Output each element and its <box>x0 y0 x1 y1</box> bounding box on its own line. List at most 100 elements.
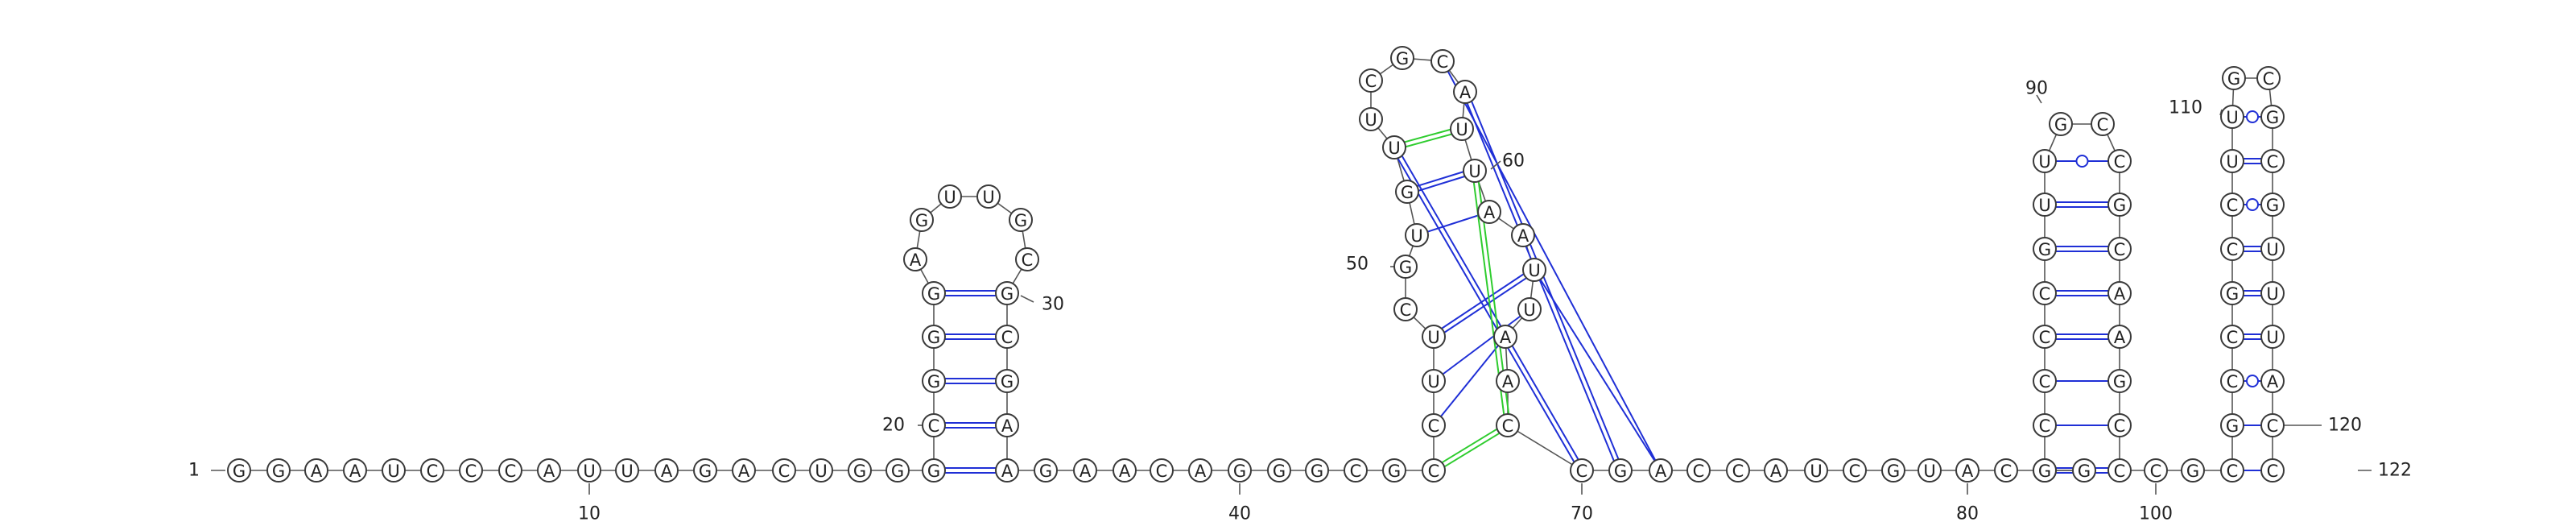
nucleotide-circle <box>1393 255 1418 279</box>
nucleotide: C <box>1344 458 1368 483</box>
nucleotide-circle <box>459 458 483 483</box>
nucleotide-circle <box>2260 413 2285 437</box>
number-tick <box>1020 295 1034 303</box>
nucleotide-circle <box>2144 458 2168 483</box>
nucleotide-circle <box>2033 369 2057 393</box>
nucleotide-letter: G <box>272 462 285 481</box>
nucleotide-letter: U <box>1388 139 1400 158</box>
nucleotide-letter: G <box>1001 372 1013 391</box>
nucleotide-circle <box>1517 297 1542 321</box>
nucleotide-circle <box>2220 149 2244 173</box>
nucleotide: U <box>809 458 833 483</box>
nucleotide-circle <box>1034 458 1058 483</box>
nucleotide-circle <box>1015 247 1039 271</box>
nucleotide: G <box>910 208 934 232</box>
nucleotide: A <box>1496 369 1520 393</box>
nucleotide-letter: G <box>2227 69 2240 89</box>
start-number-label: 1 <box>188 461 200 481</box>
nucleotide: G <box>922 369 946 393</box>
nucleotide: U <box>1422 369 1446 393</box>
nucleotide-letter: C <box>2227 372 2239 391</box>
nucleotide-circle <box>1382 458 1406 483</box>
nucleotide-circle <box>2222 66 2246 90</box>
base-pair-gc <box>1431 267 1534 336</box>
nucleotide: A <box>304 458 328 483</box>
nucleotide: G <box>2260 105 2285 129</box>
nucleotide-circle <box>615 458 639 483</box>
nucleotide-letter: G <box>1273 462 1286 481</box>
nucleotide-circle <box>1390 46 1414 70</box>
nucleotide-circle <box>922 413 946 437</box>
nucleotide-letter: A <box>1119 462 1131 481</box>
nucleotide-circle <box>343 458 367 483</box>
nucleotide-circle <box>1764 458 1788 483</box>
nucleotide: A <box>1477 200 1501 224</box>
nucleotide-circle <box>1395 180 1419 204</box>
nucleotide-letter: U <box>1523 300 1535 320</box>
base-pair-gc <box>1466 90 1624 470</box>
nucleotide-letter: U <box>1923 462 1935 481</box>
nucleotide-letter: G <box>1401 183 1414 202</box>
nucleotide: C <box>1430 49 1455 73</box>
nucleotide-letter: A <box>1655 462 1667 481</box>
nucleotide-letter: C <box>2039 372 2051 391</box>
nucleotide-circle <box>2260 281 2285 305</box>
nucleotide-letter: G <box>927 284 940 304</box>
nucleotide: C <box>2033 369 2057 393</box>
nucleotide-letter: G <box>2078 462 2091 481</box>
nucleotide: G <box>2222 66 2246 90</box>
nucleotide: C <box>459 458 483 483</box>
nucleotide: C <box>2033 325 2057 349</box>
nucleotide-letter: G <box>233 462 246 481</box>
number-label-90: 90 <box>2025 79 2048 99</box>
nucleotide: U <box>1359 107 1383 131</box>
base-pair-pseudoknot <box>1435 426 1510 474</box>
nucleotide-letter: C <box>1576 462 1588 481</box>
nucleotide-circle <box>2220 325 2244 349</box>
number-label-30: 30 <box>1042 295 1064 315</box>
nucleotide-letter: U <box>1427 328 1439 347</box>
nucleotide-circle <box>1496 413 1520 437</box>
nucleotide: C <box>2091 112 2115 136</box>
nucleotide-letter: C <box>1437 52 1449 72</box>
nucleotide-circle <box>1918 458 1942 483</box>
nucleotide: G <box>1395 180 1419 204</box>
nucleotide-letter: G <box>1311 462 1323 481</box>
nucleotide: C <box>2220 325 2244 349</box>
nucleotide: G <box>2033 237 2057 261</box>
nucleotide-circle <box>2220 281 2244 305</box>
nucleotide: C <box>1994 458 2018 483</box>
nucleotide: G <box>886 458 910 483</box>
nucleotide-letter: A <box>1502 372 1514 391</box>
nucleotide: G <box>2181 458 2205 483</box>
nucleotide-circle <box>227 458 251 483</box>
nucleotide: U <box>1463 159 1487 183</box>
nucleotide-circle <box>1073 458 1097 483</box>
nucleotide-circle <box>2220 237 2244 261</box>
nucleotide: A <box>343 458 367 483</box>
nucleotide: G <box>1608 458 1633 483</box>
nucleotide: C <box>2107 413 2132 437</box>
nucleotide-circle <box>1267 458 1291 483</box>
nucleotide-circle <box>772 458 796 483</box>
nucleotide: A <box>1493 325 1517 349</box>
number-label-50: 50 <box>1346 255 1368 275</box>
nucleotide: G <box>1382 458 1406 483</box>
nucleotide-circle <box>2049 112 2073 136</box>
nucleotide: A <box>1188 458 1212 483</box>
nucleotide-letter: G <box>2054 115 2067 135</box>
nucleotide-circle <box>2260 325 2285 349</box>
nucleotide-letter: U <box>621 462 633 481</box>
nucleotide-letter: C <box>2227 196 2239 215</box>
nucleotide-letter: G <box>891 462 904 481</box>
wobble-pair-marker <box>2246 198 2259 211</box>
nucleotide-circle <box>2107 369 2132 393</box>
nucleotide-circle <box>2033 325 2057 349</box>
nucleotide-circle <box>420 458 444 483</box>
nucleotide-circle <box>1477 200 1501 224</box>
wobble-pair-marker <box>2246 110 2259 123</box>
nucleotide-letter: A <box>1770 462 1782 481</box>
nucleotide-circle <box>1994 458 2018 483</box>
nucleotide-letter: G <box>2038 240 2051 259</box>
nucleotide-circle <box>2107 149 2132 173</box>
